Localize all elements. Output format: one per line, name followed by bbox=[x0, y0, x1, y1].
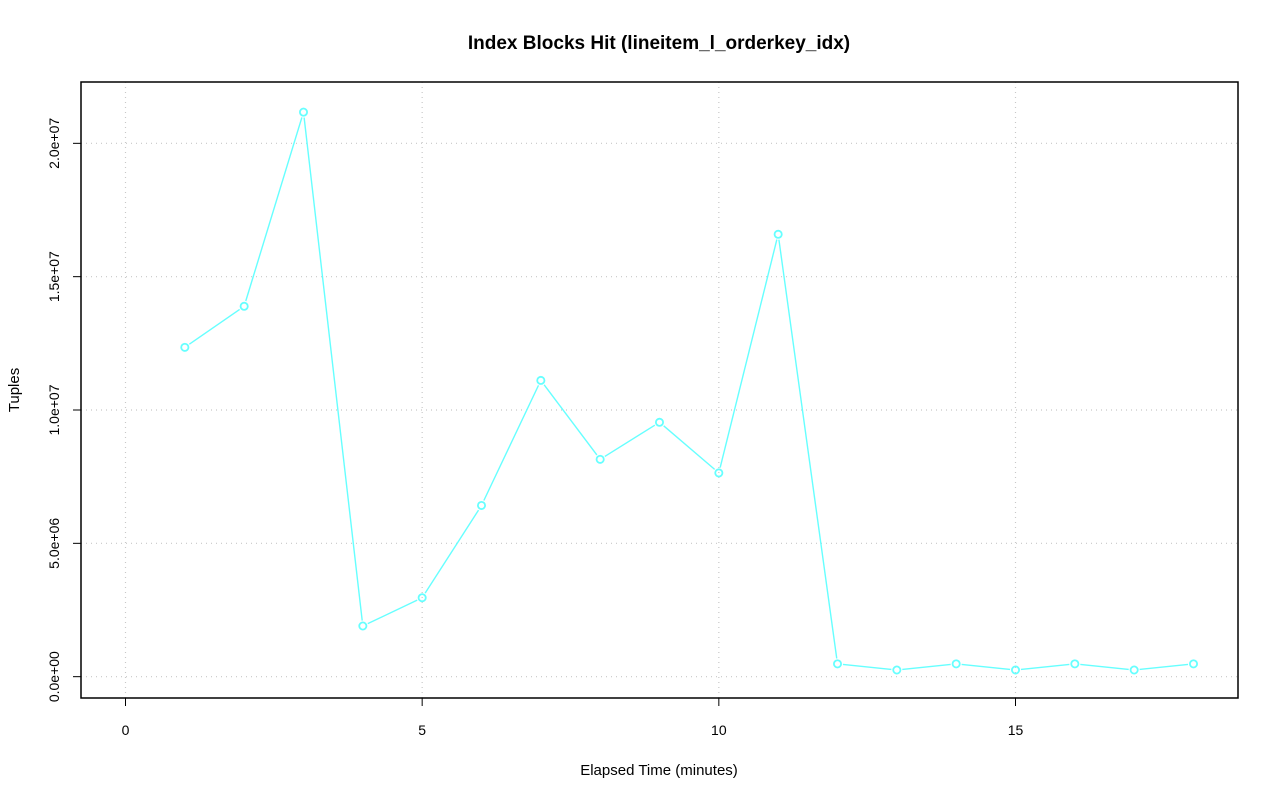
series-line-segment bbox=[778, 239, 838, 659]
y-axis-label: Tuples bbox=[6, 368, 23, 412]
y-tick-label: 5.0e+06 bbox=[46, 518, 62, 569]
series-line-segment bbox=[1080, 663, 1129, 671]
series-line-segment bbox=[663, 425, 716, 470]
series-line-segment bbox=[604, 424, 656, 458]
data-point bbox=[951, 659, 961, 669]
y-tick-label: 1.5e+07 bbox=[46, 251, 62, 302]
series-line-segment bbox=[367, 599, 418, 625]
series-line-segment bbox=[483, 385, 540, 501]
series-line-segment bbox=[543, 384, 598, 456]
series-line-segment bbox=[719, 239, 778, 468]
series-line-segment bbox=[1139, 663, 1189, 671]
data-point bbox=[239, 301, 249, 311]
data-point bbox=[1070, 659, 1080, 669]
data-point bbox=[655, 417, 665, 427]
plot-frame bbox=[80, 81, 1239, 699]
data-point bbox=[358, 621, 368, 631]
series-line-segment bbox=[245, 117, 303, 302]
data-point bbox=[298, 107, 308, 117]
data-point bbox=[1011, 665, 1021, 675]
series-line-segment bbox=[961, 663, 1011, 671]
data-point bbox=[1189, 659, 1199, 669]
data-point bbox=[714, 468, 724, 478]
x-tick-label: 10 bbox=[711, 722, 727, 738]
data-point bbox=[833, 659, 843, 669]
data-point bbox=[180, 342, 190, 352]
x-tick-label: 5 bbox=[418, 722, 426, 738]
series-line-segment bbox=[842, 663, 892, 671]
data-series bbox=[180, 107, 1199, 675]
series-line-segment bbox=[1020, 663, 1070, 671]
axes: 0 5 10 15 0.0e+00 5.0e+06 1.0e+07 1.5e+07 2.0e+0… bbox=[46, 81, 1239, 738]
y-tick-label: 0.0e+00 bbox=[46, 651, 62, 702]
series-line-segment bbox=[902, 663, 951, 671]
data-point bbox=[1129, 665, 1139, 675]
series-line-segment bbox=[424, 509, 480, 594]
x-tick-label: 15 bbox=[1008, 722, 1024, 738]
data-point bbox=[476, 500, 486, 510]
y-tick-label: 1.0e+07 bbox=[46, 384, 62, 435]
data-point bbox=[595, 454, 605, 464]
chart-title: Index Blocks Hit (lineitem_l_orderkey_id… bbox=[468, 33, 850, 54]
data-point bbox=[892, 665, 902, 675]
data-point bbox=[773, 229, 783, 239]
series-line-segment bbox=[188, 308, 241, 345]
series-line-segment bbox=[303, 117, 363, 621]
data-point bbox=[417, 593, 427, 603]
data-point bbox=[536, 375, 546, 385]
x-axis-label: Elapsed Time (minutes) bbox=[580, 762, 738, 779]
x-tick-label: 0 bbox=[122, 722, 130, 738]
y-tick-label: 2.0e+07 bbox=[46, 118, 62, 169]
